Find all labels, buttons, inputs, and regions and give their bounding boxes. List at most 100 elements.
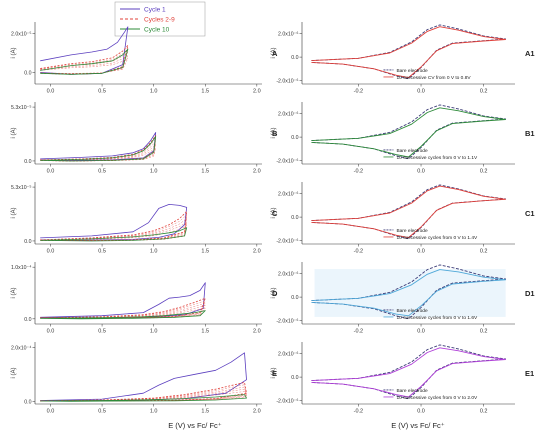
y-tick-label: 2.0x10⁻⁴: [11, 345, 32, 351]
x-tick-label: 2.0: [253, 249, 261, 255]
y-tick-label: 5.3x10⁻⁵: [11, 105, 31, 111]
x-tick-label: 0.5: [98, 89, 106, 95]
x-tick-label: 0.2: [480, 409, 488, 415]
x-tick-label: 0.0: [417, 409, 425, 415]
x-tick-label: -0.2: [354, 409, 363, 415]
y-tick-label: 0.0: [24, 317, 31, 323]
x-tick-label: 0.5: [98, 409, 106, 415]
panel-letter: C: [272, 209, 278, 218]
x-tick-label: 0.0: [417, 249, 425, 255]
y-axis-label: i (A): [271, 368, 277, 379]
panel-d: 0.0 0.5 1.0 1.5 2.01.0x10⁻⁴0.0i (A) D: [11, 262, 278, 335]
y-tick-label: 2.0x10⁻⁶: [278, 32, 298, 38]
series-line: [311, 26, 507, 79]
y-axis-label: i (A): [11, 368, 17, 379]
panel-legend-label: 10 successive cycles from 0 V to 1.1V: [396, 155, 478, 161]
cycle-legend: Cycle 1 Cycles 2-9 Cycle 10: [114, 1, 206, 37]
series-line: [40, 310, 206, 320]
series-line: [40, 394, 247, 402]
x-tick-label: 1.0: [150, 169, 158, 175]
panel-legend-label: 10 successive cycles from 0 V to 1.6V: [396, 315, 478, 321]
panel-letter: D: [272, 289, 278, 298]
panel-b1: -0.2 0.0 0.2 2.0x10⁻⁶ 0.0 -2.0x10⁻⁶ i (A) B1 Bar…: [271, 102, 535, 175]
panel-letter: E: [272, 369, 277, 378]
x-tick-label: 1.0: [150, 89, 158, 95]
x-tick-label: 1.5: [201, 249, 209, 255]
y-tick-label: 0.0: [24, 399, 31, 405]
panel-a1: -0.2 0.0 0.2 2.0x10⁻⁶ 0.0 -2.0x10⁻⁶ i (A) A1 Bar…: [271, 22, 535, 95]
x-tick-label: 0.5: [98, 329, 106, 335]
series-line: [40, 297, 206, 319]
panel-c1: -0.2 0.0 0.2 2.0x10⁻⁶ 0.0 -2.0x10⁻⁶ i (A) C1 Bar…: [271, 182, 535, 255]
series-line: [40, 382, 247, 402]
y-tick-label: 1.0x10⁻⁴: [11, 265, 32, 271]
x-tick-label: 1.5: [201, 409, 209, 415]
panel-legend-label: 10 successive cycles from 0 V to 2.0V: [396, 395, 478, 401]
y-tick-label: 0.0: [24, 239, 31, 245]
panel-legend-label: Bare electrode: [396, 68, 428, 74]
panel-legend-label: 10 successive cycles from 0 V to 1.4V: [396, 235, 478, 241]
x-tick-label: 2.0: [253, 89, 261, 95]
panel-letter: A: [272, 49, 278, 58]
x-tick-label: 0.5: [98, 249, 106, 255]
legend-label: Cycle 1: [144, 7, 166, 14]
y-tick-label: 2.0x10⁻⁶: [278, 352, 298, 358]
series-line: [311, 344, 507, 400]
panel-letter: B: [272, 129, 278, 138]
y-tick-label: -2.0x10⁻⁶: [276, 238, 298, 244]
y-tick-label: 5.3x10⁻⁵: [11, 185, 31, 191]
series-line: [311, 264, 507, 320]
x-tick-label: 0.0: [417, 89, 425, 95]
y-tick-label: 0.0: [24, 159, 31, 165]
series-line: [40, 136, 157, 162]
series-line: [40, 227, 188, 242]
x-tick-label: 0.2: [480, 89, 488, 95]
y-axis-label: i (A): [271, 48, 277, 59]
y-axis-label: i (A): [11, 288, 17, 299]
x-tick-label: 2.0: [253, 169, 261, 175]
y-tick-label: -2.0x10⁻⁶: [276, 398, 298, 404]
panel-legend-label: Bare electrode: [396, 228, 428, 234]
shaded-region: [314, 269, 506, 317]
y-axis-label: i (A): [271, 288, 277, 299]
series-line-cycle: [40, 300, 206, 319]
x-tick-label: 0.2: [480, 329, 488, 335]
panel-legend-label: Bare electrode: [396, 308, 428, 314]
panel-legend-label: 10 successive CV from 0 V to 0.8V: [396, 75, 471, 81]
x-tick-label: 2.0: [253, 329, 261, 335]
x-tick-label: 1.0: [150, 409, 158, 415]
series-line: [311, 185, 507, 239]
panel-letter: A1: [525, 49, 535, 58]
x-tick-label: 0.0: [47, 409, 55, 415]
series-line: [40, 204, 188, 241]
y-tick-label: 0.0: [291, 55, 298, 61]
series-line-cycle: [40, 302, 206, 319]
panel-b: 0.0 0.5 1.0 1.5 2.05.3x10⁻⁵0.0i (A) B: [11, 102, 278, 175]
y-tick-label: 0.0: [291, 295, 298, 301]
x-tick-label: 0.5: [98, 169, 106, 175]
right-x-axis-label: E (V) vs Fc/ Fc⁺: [391, 421, 445, 430]
panel-letter: D1: [525, 289, 535, 298]
x-tick-label: 0.0: [47, 329, 55, 335]
x-tick-label: -0.2: [354, 329, 363, 335]
x-tick-label: 0.0: [417, 329, 425, 335]
series-line: [311, 184, 507, 240]
series-line-cycle: [40, 57, 129, 74]
x-tick-label: -0.2: [354, 249, 363, 255]
panel-e1: -0.2 0.0 0.2 2.0x10⁻⁶ 0.0 -2.0x10⁻⁶ i (A) E1 Bar…: [271, 342, 534, 415]
legend-label: Cycle 10: [144, 27, 170, 34]
y-tick-label: 0.0: [291, 215, 298, 221]
series-line: [311, 104, 507, 160]
x-tick-label: 1.5: [201, 329, 209, 335]
y-tick-label: 0.0: [291, 375, 298, 381]
y-tick-label: 2.0x10⁻⁶: [278, 112, 298, 118]
x-tick-label: 1.0: [150, 329, 158, 335]
x-tick-label: 0.2: [480, 169, 488, 175]
x-tick-label: 0.0: [47, 249, 55, 255]
y-tick-label: -2.0x10⁻⁶: [276, 78, 298, 84]
y-tick-label: -2.0x10⁻⁶: [276, 318, 298, 324]
y-tick-label: 2.0x10⁻⁶: [278, 192, 298, 198]
series-line: [40, 135, 157, 162]
x-tick-label: 0.0: [417, 169, 425, 175]
